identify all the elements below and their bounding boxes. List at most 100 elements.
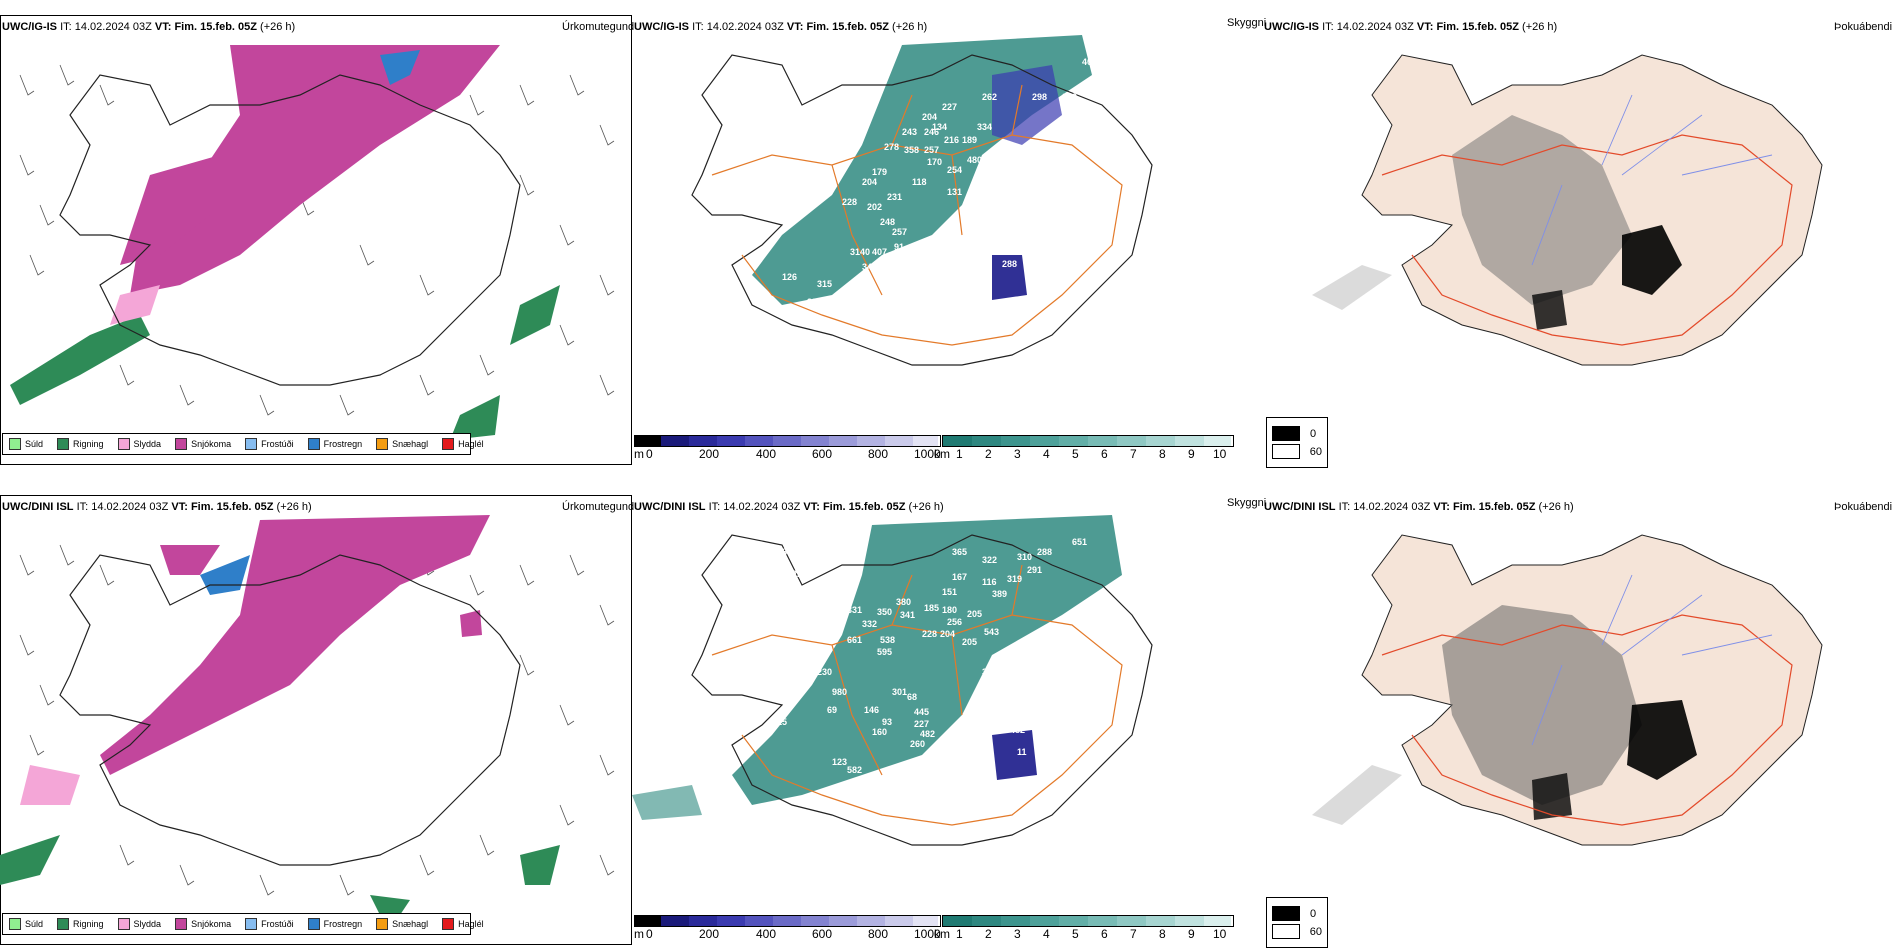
height-label: 131	[947, 187, 962, 197]
rain-area-3	[450, 395, 500, 440]
fog-swatch	[1272, 924, 1300, 939]
sky-map: 168 365 310 288 651 227 267 322 291 167 …	[632, 515, 1153, 846]
legend-label: Rigning	[73, 439, 104, 449]
colorbar-cell	[1088, 436, 1117, 446]
rivers	[1531, 94, 1773, 266]
colorbar-cell	[829, 916, 857, 926]
panel-header: UWC/DINI ISL IT: 14.02.2024 03Z VT: Fim.…	[634, 501, 944, 513]
colorbar-tick: 5	[1072, 927, 1079, 941]
legend-label: Slydda	[133, 439, 162, 449]
colorbar-unit: km	[934, 927, 950, 941]
colorbar-tick: 7	[1130, 447, 1137, 461]
wind-barbs	[19, 64, 615, 416]
height-label: 341	[900, 610, 915, 620]
colorbar-cells	[942, 915, 1234, 927]
model-name: UWC/DINI ISL	[1264, 501, 1336, 513]
wind-barbs	[19, 544, 615, 896]
height-label: 255	[920, 277, 935, 287]
colorbar-cell	[635, 916, 661, 926]
iceland-outline	[59, 74, 521, 386]
legend-item: Frostúði	[245, 918, 294, 930]
panel-header: UWC/DINI ISL IT: 14.02.2024 03Z VT: Fim.…	[2, 501, 312, 513]
colorbar-tick: 1	[956, 447, 963, 461]
model-name: UWC/IG-IS	[2, 21, 57, 33]
colorbar-cell	[885, 916, 913, 926]
lead-time: (+26 h)	[276, 501, 312, 513]
colorbar-tick: 600	[812, 447, 833, 461]
height-label: 260	[910, 739, 925, 749]
height-label: 204	[862, 177, 877, 187]
height-label: 141	[860, 777, 875, 787]
colorbar-tick: 7	[1130, 927, 1137, 941]
height-label: 134	[932, 122, 947, 132]
colorbar-tick: 2	[985, 447, 992, 461]
height-labels: 168 365 310 288 651 227 267 322 291 167 …	[772, 537, 1087, 787]
colorbar-tick: 400	[756, 447, 777, 461]
colorbar-cell	[801, 916, 829, 926]
legend-item: Haglél	[442, 438, 484, 450]
height-label: 93	[882, 717, 892, 727]
legend-swatch	[442, 438, 455, 450]
colorbar-cell	[1117, 436, 1146, 446]
lead-time: (+26 h)	[1522, 21, 1558, 33]
colorbar-cell	[1001, 436, 1030, 446]
lead-time: (+26 h)	[908, 501, 944, 513]
fog-legend-row: 0	[1272, 906, 1322, 921]
legend-swatch	[376, 918, 389, 930]
precip-title: Úrkomutegund	[562, 21, 635, 33]
precip-title: Úrkomutegund	[562, 501, 635, 513]
height-label: 582	[847, 765, 862, 775]
legend-swatch	[57, 438, 70, 450]
height-label: 543	[984, 627, 999, 637]
colorbar-cell	[1001, 916, 1030, 926]
model-name: UWC/DINI ISL	[634, 501, 706, 513]
height-label: 319	[1007, 574, 1022, 584]
it-value: 14.02.2024 03Z	[91, 501, 169, 513]
panel-header: UWC/IG-IS IT: 14.02.2024 03Z VT: Fim. 15…	[2, 21, 295, 33]
height-label: 138	[847, 285, 862, 295]
height-label: 256	[947, 617, 962, 627]
colorbar-cell	[773, 436, 801, 446]
height-label: 170	[927, 157, 942, 167]
legend-item: Haglél	[442, 918, 484, 930]
colorbar-km: km 1 2 3 4 5 6 7 8 9 10	[934, 435, 1234, 469]
height-label: 262	[982, 92, 997, 102]
fog-panel-bottom: UWC/DINI ISL IT: 14.02.2024 03Z VT: Fim.…	[1262, 495, 1900, 948]
fog-legend-row: 60	[1272, 924, 1322, 939]
legend-swatch	[175, 438, 188, 450]
vt-value: Fim. 15.feb. 05Z	[1436, 21, 1519, 33]
height-label: 651	[1072, 537, 1087, 547]
fog-dense-area-2	[1532, 290, 1567, 330]
fog-legend-row: 0	[1272, 426, 1322, 441]
legend-label: Snæhagl	[392, 919, 429, 929]
colorbar-cell	[972, 436, 1001, 446]
fog-gray-area	[1452, 115, 1632, 305]
lead-time: (+26 h)	[892, 21, 928, 33]
height-label: 334	[977, 122, 992, 132]
height-label: 146	[864, 705, 879, 715]
legend-swatch	[245, 438, 258, 450]
height-label: 243	[902, 127, 917, 137]
height-label: 83	[807, 297, 817, 307]
height-label: 595	[877, 647, 892, 657]
fog-swatch	[1272, 906, 1300, 921]
height-label: 288	[1037, 547, 1052, 557]
precip-legend: Súld Rigning Slydda Snjókoma Frostúði Fr…	[2, 433, 484, 455]
colorbar-cell	[717, 916, 745, 926]
legend-swatch	[245, 918, 258, 930]
height-label: 126	[782, 272, 797, 282]
height-label: 160	[872, 727, 887, 737]
legend-item: Slydda	[117, 918, 161, 930]
height-label: 373	[982, 667, 997, 677]
fog-dense-area	[1622, 225, 1682, 295]
colorbar-tick: 800	[868, 927, 889, 941]
sleet-area	[20, 765, 80, 805]
fog-title: Þokuábendi	[1834, 21, 1893, 33]
colorbar-tick: 1	[956, 927, 963, 941]
height-label: 167	[952, 572, 967, 582]
sky-title: Skyggni	[1227, 497, 1267, 509]
colorbar-tick: 2	[985, 927, 992, 941]
colorbar-tick: 3	[1014, 447, 1021, 461]
colorbar-cell	[913, 436, 938, 446]
roads	[711, 84, 1123, 346]
